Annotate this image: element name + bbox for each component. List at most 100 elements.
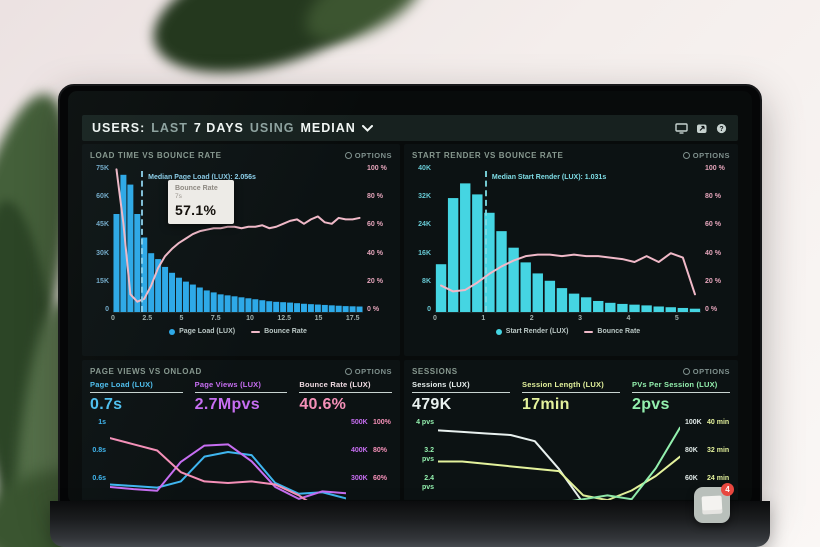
monitor-icon[interactable]	[675, 122, 688, 134]
metric-page-views: Page Views (LUX) 2.7Mpvs	[194, 380, 288, 414]
options-button[interactable]: OPTIONS	[344, 367, 392, 376]
chart-area: 75K 60K 45K 30K 15K 0 Median Page Load (LUX):…	[90, 165, 392, 338]
chart-legend: Start Render (LUX) Bounce Rate	[435, 325, 701, 338]
x-axis-tick-label: 17.5	[345, 315, 360, 322]
x-axis: 0 2.5 5 7.5 10 12.5 15 17.5	[111, 315, 363, 325]
laptop-base	[50, 501, 770, 547]
view-selector-days: 7 DAYS	[193, 121, 244, 135]
legend-bounce-rate[interactable]: Bounce Rate	[251, 328, 307, 335]
legend-label: Bounce Rate	[597, 328, 641, 335]
axis-tick-label: 100 %	[367, 165, 387, 172]
chevron-down-icon	[361, 119, 373, 137]
y-axis-left: 75K 60K 45K 30K 15K 0	[90, 165, 113, 313]
screen-glass: USERS: LAST 7 DAYS USING MEDIAN	[68, 91, 752, 504]
x-axis: 0 1 2 3 4 5	[433, 315, 701, 325]
axis-tick-label: 32K	[418, 193, 431, 201]
y-axis-right-sessions: 100K80K60K40K	[680, 418, 704, 500]
legend-dot-icon	[495, 328, 502, 335]
metric-value: 2pvs	[632, 396, 670, 413]
axis-tick-label: 0.6s	[92, 475, 106, 482]
metric-label: PVs Per Session (LUX)	[632, 380, 730, 393]
x-axis-tick-label: 0	[111, 315, 115, 322]
page-views-line-chart[interactable]	[110, 418, 346, 500]
metric-value: 479K	[412, 396, 452, 413]
axis-tick-label: 2.4 pvs	[421, 475, 434, 491]
load-time-histogram[interactable]: Median Page Load (LUX): 2.056s Bounce Ra…	[113, 165, 363, 313]
options-label: OPTIONS	[692, 150, 730, 160]
x-axis-tick-label: 12.5	[277, 315, 292, 322]
x-axis-tick-label: 7.5	[210, 315, 221, 322]
axis-tick-label: 24 min	[707, 475, 730, 482]
view-selector-median: MEDIAN	[300, 121, 356, 135]
options-button[interactable]: OPTIONS	[682, 150, 730, 160]
legend-line-icon	[584, 330, 594, 333]
analytics-dashboard: USERS: LAST 7 DAYS USING MEDIAN	[82, 115, 738, 500]
chat-widget-button[interactable]: 4	[694, 483, 734, 523]
view-selector-last: LAST	[151, 121, 188, 135]
x-axis-tick-label: 1	[481, 315, 486, 322]
x-axis-tick-label: 5	[179, 315, 184, 322]
metric-label: Bounce Rate (LUX)	[299, 380, 393, 393]
x-axis-tick-label: 2	[529, 315, 534, 322]
panel-title: PAGE VIEWS VS ONLOAD	[90, 366, 202, 376]
metric-page-load: Page Load (LUX) 0.7s	[90, 380, 183, 414]
legend-start-render[interactable]: Start Render (LUX)	[495, 328, 568, 335]
panel-title: START RENDER VS BOUNCE RATE	[412, 150, 564, 160]
metric-row: Page Load (LUX) 0.7s Page Views (LUX) 2.…	[90, 380, 393, 414]
gear-icon	[344, 367, 352, 375]
axis-tick-label: 0.8s	[92, 447, 106, 454]
axis-tick-label: 60 %	[705, 221, 721, 229]
axis-tick-label: 80 %	[705, 193, 721, 201]
x-axis-tick-label: 0	[433, 315, 437, 322]
y-axis-right: 100 % 80 % 60 % 40 % 20 % 0 %	[363, 165, 392, 313]
median-annotation: Median Start Render (LUX): 1.031s	[491, 173, 607, 181]
metric-value: 17min	[522, 396, 570, 413]
legend-bounce-rate[interactable]: Bounce Rate	[584, 328, 640, 335]
axis-tick-label: 0 %	[367, 305, 380, 313]
help-icon[interactable]: ?	[715, 122, 728, 134]
options-button[interactable]: OPTIONS	[344, 151, 392, 160]
load-time-chart-svg	[113, 165, 363, 312]
median-line	[484, 170, 487, 312]
panel-header: SESSIONS OPTIONS	[412, 365, 730, 377]
start-render-chart-svg	[435, 183, 701, 312]
legend-page-load[interactable]: Page Load (LUX)	[169, 328, 235, 335]
tooltip-value: 57.1%	[175, 201, 217, 218]
x-axis-tick-label: 15	[314, 315, 323, 322]
axis-tick-label: 0	[105, 305, 109, 313]
axis-tick-label: 60K	[685, 475, 698, 482]
y-axis-right-length: 40 min 32 min 24 min	[704, 418, 730, 500]
x-axis-tick-label: 4	[626, 315, 631, 322]
share-icon[interactable]	[695, 122, 708, 134]
tooltip-title: Bounce Rate	[175, 184, 218, 192]
view-selector-dropdown[interactable]: USERS: LAST 7 DAYS USING MEDIAN	[92, 119, 373, 137]
sessions-chart-svg	[438, 418, 680, 500]
panel-title: LOAD TIME VS BOUNCE RATE	[90, 150, 222, 160]
x-axis-tick-label: 10	[246, 315, 254, 322]
x-axis-tick-label: 2.5	[142, 315, 153, 322]
start-render-histogram[interactable]: Median Start Render (LUX): 1.031s	[435, 165, 701, 313]
axis-tick-label: 80%	[373, 447, 388, 454]
y-axis-right: 100 % 80 % 60 % 40 % 20 % 0 %	[701, 165, 730, 313]
axis-tick-label: 60K	[96, 193, 109, 201]
axis-tick-label: 15K	[96, 277, 109, 285]
axis-tick-label: 20 %	[705, 277, 721, 285]
options-button[interactable]: OPTIONS	[682, 367, 730, 376]
y-axis-right-bounce: 100%80%60%40%	[370, 418, 392, 500]
metric-value: 40.6%	[299, 396, 347, 413]
axis-tick-label: 300K	[351, 475, 368, 482]
metric-session-length: Session Length (LUX) 17min	[522, 380, 620, 414]
sessions-line-chart[interactable]	[438, 418, 680, 500]
y-axis-left: 1s0.8s0.6s0.4s	[90, 418, 110, 500]
metric-label: Session Length (LUX)	[522, 380, 620, 393]
axis-tick-label: 75K	[96, 165, 109, 172]
bounce-rate-tooltip: Bounce Rate 7s 57.1%	[168, 179, 234, 224]
y-axis-right-pageviews: 500K400K300K200K	[346, 418, 370, 500]
axis-tick-label: 0 %	[705, 305, 718, 313]
chart-area: 40K 32K 24K 16K 8K 0 Median Start Render (LUX…	[412, 165, 730, 338]
gear-icon	[344, 151, 352, 159]
axis-tick-label: 40K	[418, 165, 431, 172]
axis-tick-label: 3.2 pvs	[421, 447, 434, 463]
